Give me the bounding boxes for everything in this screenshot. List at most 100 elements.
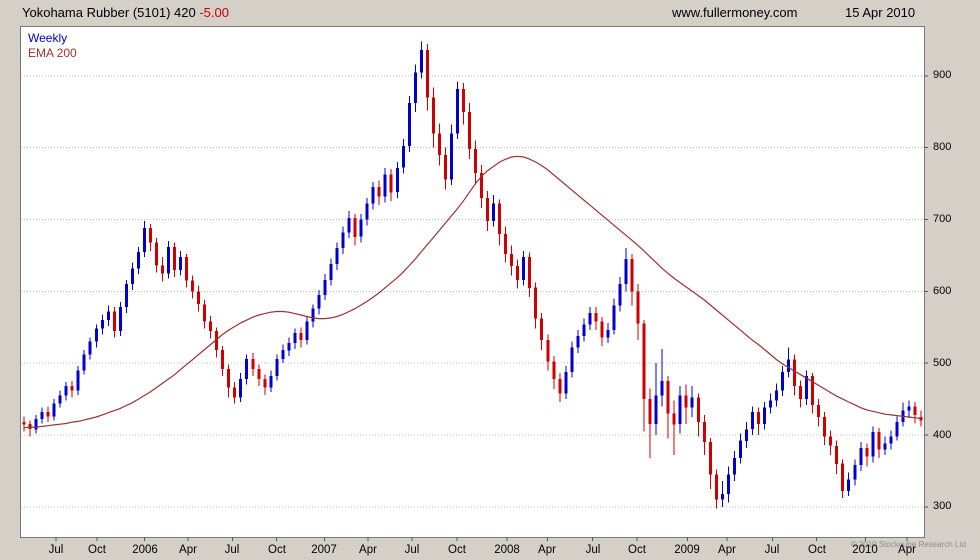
candle-body [443,154,447,180]
candle-body [889,436,893,444]
candle-body [678,395,682,425]
candle-body [197,291,201,305]
y-axis-label: 300 [933,500,952,512]
x-axis-label: Oct [448,544,466,556]
candle-body [82,354,86,371]
candle-body [486,198,489,221]
candle-body [377,187,381,197]
candle-body [793,359,797,387]
x-axis-label: Jul [48,544,64,556]
candle-body [52,403,56,417]
candle-body [40,412,44,420]
candle-body [726,474,730,494]
candle-body [462,88,465,112]
candle-body [594,312,598,322]
candle-body [431,97,435,134]
website-text: www.fullermoney.com [672,5,798,20]
candle-body [859,447,863,466]
candle-body [907,406,911,411]
candle-body [449,133,453,180]
candle-body [130,268,134,285]
y-axis-label: 900 [933,69,952,81]
candle-body [769,400,772,408]
candle-body [124,284,128,308]
x-axis-label: Apr [718,544,736,556]
price-change: -5.00 [199,5,229,20]
x-axis-label: Oct [808,544,826,556]
candle-body [136,251,140,269]
candle-body [173,246,176,270]
candle-body [221,350,225,369]
chart-date: 15 Apr 2010 [845,5,916,20]
candle-body [335,248,339,264]
candle-body [708,442,712,475]
candle-body [582,324,586,336]
candle-body [167,246,170,274]
candle-body [353,218,357,237]
candle-body [558,379,562,394]
x-axis-label: Oct [268,544,286,556]
candle-body [576,335,580,348]
candle-body [293,333,297,344]
candle-body [738,440,742,458]
candle-body [389,174,393,193]
ema-line [23,155,922,429]
candle-body [299,333,303,341]
candle-body [161,265,164,274]
candle-body [528,256,532,288]
candle-body [877,432,881,450]
candle-body [209,321,213,331]
candle-body [829,436,833,446]
candle-body [696,397,700,422]
candle-body [106,311,110,321]
candle-body [546,340,550,362]
candle-body [805,376,809,400]
x-axis-label: 2006 [132,544,158,556]
candle-body [251,358,255,369]
x-axis-label: 2010 [852,544,878,556]
candle-body [919,417,923,421]
candle-body [522,256,526,280]
candle-body [847,479,851,491]
candle-body [787,359,790,372]
legend-ema-label: EMA 200 [28,46,77,60]
candle-body [636,291,640,324]
candle-body [347,218,351,233]
candle-body [799,386,803,400]
candle-body [612,305,616,331]
candle-body [395,167,399,193]
candle-body [215,330,219,351]
x-axis-label: Jul [585,544,601,556]
candle-body [227,368,231,388]
candle-body [744,429,748,441]
candle-body [233,387,237,398]
x-axis-label: Oct [628,544,646,556]
candle-body [714,474,718,500]
candle-body [672,413,676,425]
candle-body [275,358,279,377]
candle-body [720,493,724,500]
x-axis-label: 2008 [494,544,520,556]
x-axis-label: Jul [404,544,420,556]
y-axis-label: 600 [933,285,952,297]
candle-body [474,149,477,173]
candle-body [383,174,387,197]
candle-body [245,358,249,379]
candle-body [588,312,592,325]
candle-body [34,419,38,430]
candle-body [480,172,483,198]
candle-body [112,311,116,331]
candle-body [666,381,670,414]
candle-body [871,432,875,457]
candle-body [185,256,188,281]
candle-body [600,321,604,338]
candle-body [455,88,459,134]
candle-body [46,412,50,417]
candle-body [413,72,417,104]
legend-weekly-label: Weekly [28,31,68,45]
candle-body [570,347,574,372]
y-axis-label: 700 [933,213,952,225]
candle-body [630,259,634,292]
candle-body [895,422,899,437]
x-axis-label: Apr [538,544,556,556]
